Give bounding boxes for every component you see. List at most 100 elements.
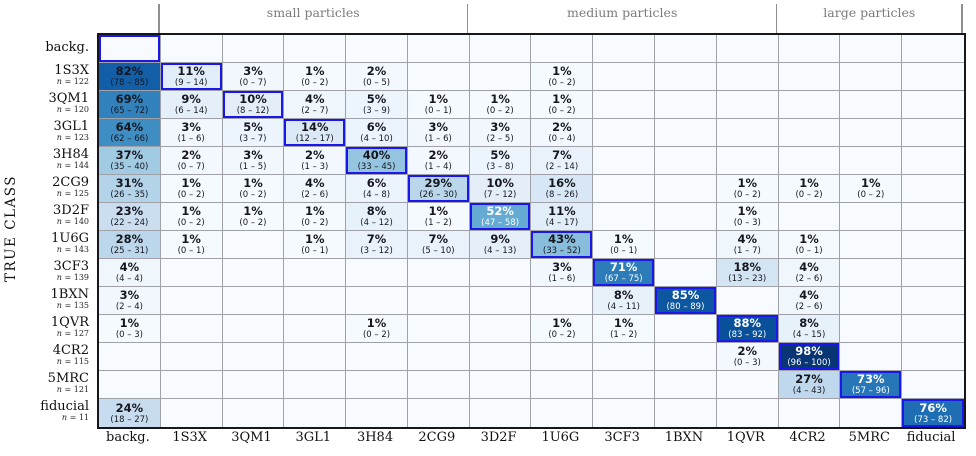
matrix-cell bbox=[284, 35, 347, 63]
cell-range: (1 – 3) bbox=[301, 162, 329, 172]
matrix-cell: 7% (2 – 14) bbox=[531, 147, 594, 175]
cell-range: (2 – 7) bbox=[301, 106, 329, 116]
matrix-cell: 1% (0 – 1) bbox=[593, 231, 656, 259]
matrix-cell: 73% (57 – 96) bbox=[840, 371, 903, 399]
cell-value: 24% bbox=[115, 400, 144, 415]
row-label: fiducial n = 11 bbox=[0, 397, 92, 425]
cell-value: 73% bbox=[857, 372, 885, 386]
matrix-cell bbox=[407, 343, 470, 371]
matrix-cell: 10% (7 – 12) bbox=[469, 175, 532, 203]
cell-value: 2% bbox=[304, 148, 325, 162]
column-label: 1BXN bbox=[664, 430, 704, 445]
cell-value: 1% bbox=[181, 232, 201, 246]
matrix-cell: 1% (0 – 2) bbox=[716, 175, 779, 203]
matrix-cell bbox=[346, 343, 408, 371]
row-label: 3CF3 n = 139 bbox=[0, 257, 92, 285]
row-sample-count: n = 143 bbox=[56, 245, 89, 254]
cell-range: (1 – 6) bbox=[548, 274, 576, 284]
cell-range: (5 – 10) bbox=[422, 246, 455, 256]
matrix-cell bbox=[346, 399, 408, 427]
row-sample-count: n = 135 bbox=[56, 301, 89, 310]
matrix-cell bbox=[778, 399, 841, 427]
matrix-cell bbox=[407, 287, 470, 315]
cell-range: (65 – 72) bbox=[110, 106, 149, 116]
matrix-cell: 1% (0 – 2) bbox=[531, 63, 594, 91]
cell-range: (4 – 11) bbox=[607, 302, 640, 312]
cell-value: 2% bbox=[366, 64, 387, 78]
matrix-cell bbox=[593, 175, 656, 203]
matrix-cell bbox=[655, 175, 717, 203]
row-label-text: 3H84 bbox=[52, 147, 89, 162]
matrix-cell bbox=[716, 287, 779, 315]
cell-value: 2% bbox=[737, 344, 757, 358]
cell-value: 1% bbox=[737, 176, 757, 190]
cell-value: 1% bbox=[737, 204, 757, 218]
cell-value: 9% bbox=[490, 232, 510, 246]
cell-range: (78 – 85) bbox=[110, 78, 149, 88]
matrix-cell: 4% (4 – 4) bbox=[99, 259, 161, 287]
matrix-cell: 24% (18 – 27) bbox=[99, 399, 161, 427]
row-label-text: 1U6G bbox=[51, 231, 89, 246]
matrix-cell: 43% (33 – 52) bbox=[531, 231, 594, 259]
matrix-cell bbox=[655, 147, 717, 175]
matrix-cell bbox=[593, 119, 656, 147]
row-sample-count: n = 127 bbox=[56, 329, 89, 338]
column-label: 4CR2 bbox=[789, 430, 826, 445]
cell-range: (1 – 2) bbox=[610, 330, 638, 340]
matrix-cell: 5% (3 – 9) bbox=[346, 91, 408, 119]
cell-value: 82% bbox=[115, 64, 144, 78]
cell-value: 1% bbox=[304, 64, 325, 78]
cell-range: (3 – 8) bbox=[486, 162, 514, 172]
cell-value: 4% bbox=[304, 176, 325, 190]
matrix-cell bbox=[655, 399, 717, 427]
column-label: 3QM1 bbox=[231, 430, 272, 445]
cell-value: 1% bbox=[243, 204, 263, 218]
matrix-cell bbox=[531, 35, 594, 63]
matrix-cell: 52% (47 – 58) bbox=[469, 203, 532, 231]
cell-value: 1% bbox=[366, 316, 387, 330]
matrix-cell: 31% (26 – 35) bbox=[99, 175, 161, 203]
matrix-cell bbox=[407, 399, 470, 427]
cell-value: 5% bbox=[490, 148, 510, 162]
matrix-cell: 16% (8 – 26) bbox=[531, 175, 594, 203]
cell-range: (0 – 3) bbox=[115, 330, 143, 340]
cell-range: (96 – 100) bbox=[787, 358, 831, 368]
row-label-text: 3D2F bbox=[53, 203, 89, 218]
cell-range: (33 – 52) bbox=[542, 246, 581, 256]
row-label-text: 4CR2 bbox=[52, 343, 89, 358]
matrix-cell: 10% (8 – 12) bbox=[222, 91, 285, 119]
matrix-cell bbox=[655, 259, 717, 287]
cell-range: (1 – 7) bbox=[733, 246, 761, 256]
matrix-cell bbox=[902, 231, 964, 259]
cell-range: (0 – 2) bbox=[362, 330, 391, 340]
column-label: 1S3X bbox=[172, 430, 208, 445]
matrix-cell bbox=[222, 231, 285, 259]
matrix-cell: 64% (62 – 66) bbox=[99, 119, 161, 147]
matrix-cell bbox=[778, 203, 841, 231]
cell-range: (0 – 2) bbox=[177, 218, 205, 228]
matrix-cell bbox=[407, 35, 470, 63]
cell-range: (0 – 2) bbox=[486, 106, 514, 116]
cell-range: (1 – 4) bbox=[424, 162, 452, 172]
matrix-cell: 71% (67 – 75) bbox=[593, 259, 656, 287]
row-sample-count: n = 122 bbox=[56, 77, 89, 86]
matrix-cell bbox=[655, 315, 717, 343]
matrix-cell bbox=[469, 315, 532, 343]
cell-value: 2% bbox=[181, 148, 201, 162]
matrix-cell bbox=[593, 203, 656, 231]
matrix-cell bbox=[778, 63, 841, 91]
matrix-cell: 4% (1 – 7) bbox=[716, 231, 779, 259]
row-label-text: 3QM1 bbox=[48, 91, 89, 106]
row-labels: backg. 1S3X n = 122 3QM1 n = 120 3GL1 n = 123 3… bbox=[0, 33, 92, 425]
row-sample-count: n = 11 bbox=[61, 413, 89, 422]
cell-value: 9% bbox=[181, 92, 201, 106]
column-label: 1U6G bbox=[541, 430, 580, 445]
matrix-cell bbox=[99, 35, 161, 63]
row-label: 3H84 n = 144 bbox=[0, 145, 92, 173]
row-sample-count: n = 139 bbox=[56, 273, 89, 282]
cell-range: (0 – 7) bbox=[239, 78, 267, 88]
matrix-cell bbox=[778, 91, 841, 119]
cell-value: 52% bbox=[486, 204, 514, 218]
matrix-cell: 2% (1 – 4) bbox=[407, 147, 470, 175]
matrix-cell bbox=[284, 315, 347, 343]
